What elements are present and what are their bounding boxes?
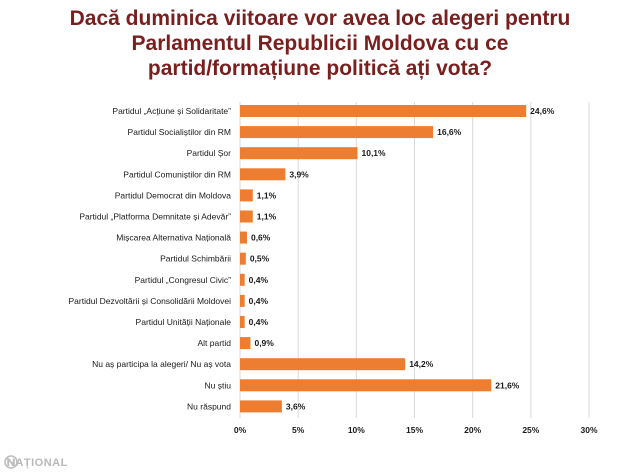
category-label: Alt partid — [197, 338, 231, 348]
category-label: Nu răspund — [187, 401, 231, 411]
value-label: 0,4% — [249, 317, 269, 327]
x-tick-label: 5% — [292, 425, 305, 435]
bar — [240, 316, 245, 328]
bar — [240, 379, 492, 392]
x-tick-label: 0% — [234, 425, 247, 435]
bar — [240, 358, 406, 371]
category-labels: Partidul „Acțiune și Solidaritate” Partid… — [68, 106, 231, 411]
value-label: 14,2% — [409, 359, 434, 369]
value-label: 16,6% — [437, 127, 462, 137]
category-label: Partidul Dezvoltării și Consolidării Mol… — [68, 296, 231, 306]
brand-watermark: NAȚIONAL — [4, 455, 68, 471]
value-label: 3,9% — [289, 169, 309, 179]
value-label: 0,5% — [250, 254, 270, 264]
x-tick-label: 25% — [522, 425, 539, 435]
category-label: Partidul Comuniștilor din RM — [123, 169, 231, 179]
brand-name: NAȚIONAL — [7, 457, 68, 469]
bar — [240, 252, 246, 265]
category-label: Mișcarea Alternativa Națională — [116, 233, 231, 243]
bars — [240, 105, 527, 413]
x-axis-ticks: 0% 5% 10% 15% 20% 25% 30% — [234, 425, 598, 435]
category-label: Partidul Unității Naționale — [136, 317, 232, 327]
category-label: Partidul „Platforma Demnitate și Adevăr” — [79, 212, 231, 222]
category-label: Nu știu — [205, 380, 232, 390]
category-label: Partidul „Congresul Civic” — [135, 275, 232, 285]
value-label: 3,6% — [286, 401, 306, 411]
value-labels: 24,6% 16,6% 10,1% 3,9% 1,1% 1,1% 0,6% 0,5% 0,4% 0… — [249, 106, 555, 411]
x-tick-label: 20% — [464, 425, 481, 435]
bar — [240, 126, 434, 139]
value-label: 1,1% — [257, 212, 277, 222]
bar — [240, 273, 245, 286]
bar — [240, 105, 527, 117]
chart-title: Dacă duminica viitoare vor avea loc aleg… — [20, 6, 620, 81]
bar — [240, 400, 282, 413]
x-tick-label: 30% — [580, 425, 597, 435]
bar — [240, 189, 253, 202]
value-label: 0,4% — [249, 275, 269, 285]
value-label: 0,9% — [254, 338, 274, 348]
bar — [240, 147, 358, 160]
category-label: Partidul Democrat din Moldova — [115, 190, 231, 200]
category-label: Partidul Socialiștilor din RM — [128, 127, 231, 137]
chart-title-line-1: Dacă duminica viitoare vor avea loc aleg… — [69, 7, 571, 30]
value-label: 1,1% — [257, 190, 277, 200]
chart-title-line-2: Parlamentul Republicii Moldova cu ce — [131, 32, 509, 55]
category-label: Partidul Schimbării — [160, 254, 231, 264]
x-tick-label: 15% — [406, 425, 423, 435]
value-label: 0,4% — [249, 296, 269, 306]
value-label: 0,6% — [251, 233, 271, 243]
value-label: 24,6% — [530, 106, 555, 116]
bar — [240, 337, 251, 350]
bar — [240, 231, 247, 244]
category-label: Nu aș participa la alegeri/ Nu aș vota — [92, 359, 231, 369]
national-logo-icon — [4, 455, 18, 469]
value-label: 21,6% — [495, 380, 520, 390]
category-label: Partidul Șor — [187, 148, 232, 158]
value-label: 10,1% — [361, 148, 386, 158]
x-tick-label: 10% — [348, 425, 365, 435]
bar — [240, 210, 253, 223]
bar — [240, 168, 286, 181]
category-label: Partidul „Acțiune și Solidaritate” — [112, 106, 231, 116]
chart-title-line-3: partid/formațiune politică ați vota? — [147, 57, 493, 80]
bar — [240, 294, 245, 307]
